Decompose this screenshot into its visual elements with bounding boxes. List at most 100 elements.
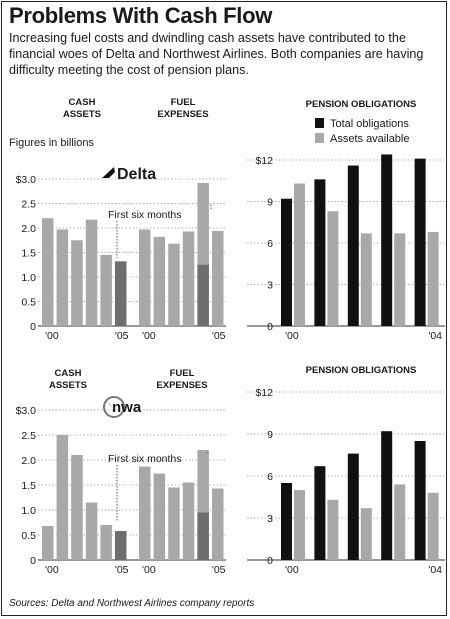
y-tick-label: $3.0 xyxy=(16,405,37,417)
nwa-compass-icon xyxy=(103,396,125,418)
x-tick-label: '04 xyxy=(428,564,442,576)
y-tick-label: 2.5 xyxy=(21,430,36,442)
cash-bar xyxy=(115,261,127,326)
panel-label: EXPENSES xyxy=(156,380,207,391)
y-tick-label: 1.5 xyxy=(21,480,36,492)
x-tick-label: '05 xyxy=(115,564,129,576)
x-tick-label: '05 xyxy=(212,330,226,342)
cash-bar xyxy=(115,531,127,560)
assets-available-bar xyxy=(360,233,372,326)
y-tick-label: $3.0 xyxy=(16,174,37,186)
x-tick-label: '05 xyxy=(212,564,226,576)
total-obligations-bar xyxy=(314,179,326,326)
x-tick-label: '00 xyxy=(285,330,299,342)
fuel-bar xyxy=(212,230,224,326)
nwa-logo-text: nwa xyxy=(112,399,142,416)
pension-title: PENSION OBLIGATIONS xyxy=(306,365,417,376)
fuel-bar xyxy=(168,243,180,326)
cash-bar xyxy=(56,229,69,326)
fuel-bar xyxy=(197,182,209,326)
total-obligations-bar xyxy=(414,158,426,326)
cash-bar xyxy=(85,502,98,560)
total-obligations-bar xyxy=(381,431,393,560)
fuel-bar xyxy=(153,236,166,326)
fuel-partial-bar xyxy=(197,264,209,326)
assets-available-bar xyxy=(327,499,339,560)
cash-bar xyxy=(85,219,98,326)
y-tick-label: 0.5 xyxy=(21,297,36,309)
y-tick-label: 9 xyxy=(267,197,273,209)
y-tick-label: 1.0 xyxy=(21,505,36,517)
assets-available-bar xyxy=(427,231,439,326)
legend-swatch xyxy=(315,133,324,143)
y-tick-label: $12 xyxy=(255,155,273,167)
panel-label: CASH xyxy=(55,368,82,379)
legend-label: Assets available xyxy=(330,133,410,145)
panel-label: CASH xyxy=(69,97,96,108)
x-tick-label: '00 xyxy=(142,564,156,576)
y-tick-label: 2.0 xyxy=(21,223,36,235)
y-tick-label: 1.0 xyxy=(21,272,36,284)
y-tick-label: 6 xyxy=(267,471,273,483)
fuel-bar xyxy=(182,482,195,560)
assets-available-bar xyxy=(394,233,406,326)
x-tick-label: '00 xyxy=(45,564,59,576)
cash-bar xyxy=(71,240,83,326)
y-tick-label: 6 xyxy=(267,238,273,250)
cash-bar xyxy=(100,254,112,326)
total-obligations-bar xyxy=(347,453,359,560)
assets-available-bar xyxy=(327,211,339,326)
figures-note: Figures in billions xyxy=(9,137,94,149)
y-tick-label: 0 xyxy=(267,555,273,567)
assets-available-bar xyxy=(394,484,406,560)
panel-label: ASSETS xyxy=(49,380,87,391)
x-tick-label: '00 xyxy=(142,330,156,342)
page-title: Problems With Cash Flow xyxy=(9,3,273,28)
total-obligations-bar xyxy=(314,466,326,560)
total-obligations-bar xyxy=(281,198,292,326)
y-tick-label: 0 xyxy=(30,555,36,567)
assets-available-bar xyxy=(294,183,305,326)
cash-bar xyxy=(56,435,69,560)
delta-logo-text: Delta xyxy=(117,166,156,183)
y-tick-label: 0.5 xyxy=(21,530,36,542)
y-tick-label: 0 xyxy=(267,321,273,333)
assets-available-bar xyxy=(294,490,305,560)
x-tick-label: '00 xyxy=(45,330,59,342)
fuel-bar xyxy=(153,473,166,560)
panel-label: FUEL xyxy=(171,97,196,108)
annotation-first-six-months: First six months xyxy=(108,209,182,221)
y-tick-label: $12 xyxy=(255,387,273,399)
panel-label: EXPENSES xyxy=(157,109,208,120)
source-note: Sources: Delta and Northwest Airlines co… xyxy=(9,598,255,609)
x-tick-label: '00 xyxy=(285,564,299,576)
fuel-bar xyxy=(168,487,180,560)
x-tick-label: '05 xyxy=(115,330,129,342)
y-tick-label: 1.5 xyxy=(21,248,36,260)
cash-bar xyxy=(42,526,54,560)
y-tick-label: 2.5 xyxy=(21,199,36,211)
fuel-bar xyxy=(139,466,151,560)
cash-bar xyxy=(100,525,112,560)
fuel-bar xyxy=(139,229,151,326)
total-obligations-bar xyxy=(347,165,359,326)
y-tick-label: 2.0 xyxy=(21,455,36,467)
nwa-arrow-icon xyxy=(106,400,113,408)
fuel-bar xyxy=(182,231,195,326)
annotation-first-six-months: First six months xyxy=(108,453,182,465)
y-tick-label: 3 xyxy=(267,280,273,292)
assets-available-bar xyxy=(360,508,372,560)
y-tick-label: 9 xyxy=(267,429,273,441)
cash-bar xyxy=(71,455,83,560)
fuel-bar xyxy=(197,450,209,560)
total-obligations-bar xyxy=(281,483,292,560)
total-obligations-bar xyxy=(414,441,426,560)
page-subtitle: Increasing fuel costs and dwindling cash… xyxy=(9,31,424,77)
x-tick-label: '04 xyxy=(428,330,442,342)
panel-label: ASSETS xyxy=(63,109,101,120)
y-tick-label: 3 xyxy=(267,513,273,525)
cash-bar xyxy=(42,218,54,326)
panel-label: FUEL xyxy=(170,368,195,379)
